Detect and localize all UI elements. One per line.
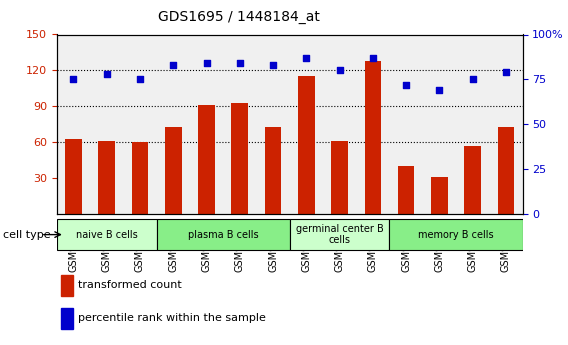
Point <box>502 69 511 75</box>
Bar <box>464 146 481 214</box>
Bar <box>365 61 381 214</box>
Bar <box>298 76 315 214</box>
Point <box>402 82 411 88</box>
Text: cell type: cell type <box>3 230 51 239</box>
Point <box>269 62 278 68</box>
Text: GDS1695 / 1448184_at: GDS1695 / 1448184_at <box>158 10 319 24</box>
Text: percentile rank within the sample: percentile rank within the sample <box>78 313 266 323</box>
Point <box>135 77 144 82</box>
Bar <box>198 105 215 214</box>
FancyBboxPatch shape <box>157 219 290 250</box>
Text: transformed count: transformed count <box>78 280 182 290</box>
Bar <box>265 127 281 214</box>
Point <box>468 77 477 82</box>
Bar <box>61 308 73 329</box>
Text: germinal center B
cells: germinal center B cells <box>296 224 383 245</box>
Bar <box>132 142 148 214</box>
Point <box>302 55 311 61</box>
FancyBboxPatch shape <box>57 219 157 250</box>
Text: memory B cells: memory B cells <box>418 230 494 239</box>
Point <box>169 62 178 68</box>
Point <box>102 71 111 77</box>
Point <box>368 55 377 61</box>
Bar <box>61 275 73 296</box>
Bar <box>165 127 182 214</box>
Point <box>69 77 78 82</box>
Bar <box>331 141 348 214</box>
Bar <box>231 103 248 214</box>
Text: naive B cells: naive B cells <box>76 230 137 239</box>
Point <box>435 87 444 93</box>
Bar <box>398 166 415 214</box>
Text: plasma B cells: plasma B cells <box>188 230 258 239</box>
Bar <box>498 127 514 214</box>
Point <box>335 68 344 73</box>
Bar <box>431 177 448 214</box>
Bar <box>98 141 115 214</box>
FancyBboxPatch shape <box>290 219 390 250</box>
Bar <box>65 139 82 214</box>
Point <box>235 60 244 66</box>
Point <box>202 60 211 66</box>
FancyBboxPatch shape <box>390 219 523 250</box>
